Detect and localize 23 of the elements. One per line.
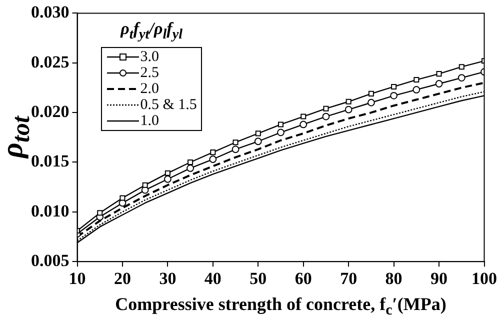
x-axis-title: Compressive strength of concrete, f$_{c}$′(MPa) — [115, 294, 446, 320]
x-tick-label: 90 — [430, 269, 448, 288]
x-tick-label: 30 — [159, 269, 176, 288]
legend-title: ρ$_{t}$f$_{yt}$/ρ$_{l}$f$_{yl}$ — [119, 19, 184, 44]
legend-label: 3.0 — [139, 48, 160, 65]
y-tick-label: 0.015 — [31, 152, 70, 171]
y-tick-label: 0.030 — [31, 2, 70, 22]
x-tick-label: 80 — [385, 269, 402, 288]
x-tick-label: 70 — [340, 269, 358, 288]
y-tick-label: 0.020 — [31, 102, 70, 121]
legend-label: 0.5 & 1.5 — [139, 96, 197, 113]
y-tick-label: 0.025 — [31, 52, 70, 72]
x-tick-label: 100 — [472, 269, 497, 288]
x-tick-label: 40 — [204, 269, 222, 288]
legend-label: 2.0 — [139, 80, 160, 97]
y-tick-label: 0.005 — [31, 250, 70, 270]
x-tick-label: 50 — [250, 269, 267, 288]
x-tick-label: 10 — [68, 269, 86, 288]
x-tick-label: 60 — [294, 269, 312, 288]
legend-label: 1.0 — [139, 112, 160, 129]
x-tick-label: 20 — [114, 269, 131, 288]
y-tick-label: 0.010 — [31, 201, 70, 220]
legend-label: 2.5 — [139, 64, 160, 81]
